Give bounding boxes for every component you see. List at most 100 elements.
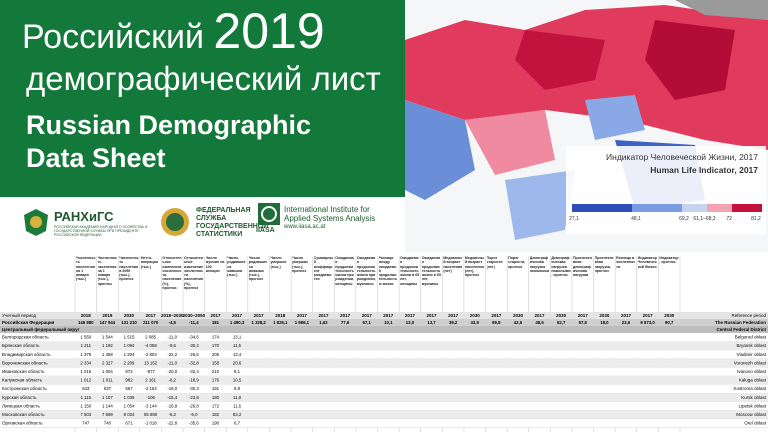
- year-cell: 2017: [383, 313, 394, 318]
- cell: -34,6: [189, 335, 199, 340]
- rosstat-line: СТАТИСТИКИ: [196, 231, 243, 238]
- row-bg: [0, 410, 768, 419]
- column-header-box: Суммарный коэффициент рождаемости: [314, 256, 333, 281]
- cell: 10,1: [384, 320, 393, 325]
- cell: 1 544: [102, 335, 113, 340]
- column-header: Ожидаемая продолжительность жизни в 65 л…: [400, 256, 420, 286]
- row-bg: [0, 341, 768, 351]
- cell: -11,0: [167, 335, 177, 340]
- cell: -11,0: [167, 360, 177, 365]
- legend-label: 72: [726, 216, 732, 222]
- cell: 1 379: [80, 352, 91, 357]
- column-header-box: Демографическая нагрузка пожилыми, прогн…: [551, 256, 570, 277]
- column-header-box: Ожидаемая продолжительность жизни в 65 л…: [400, 256, 420, 286]
- year-cell: 2030: [664, 313, 675, 318]
- column-header-box: Нетто-миграция (тыс.): [141, 256, 158, 269]
- cell: 637: [104, 386, 112, 391]
- year-cell: 2017: [643, 313, 654, 318]
- column-header: Число умерших (тыс.): [270, 256, 287, 269]
- column-header-box: Относительное изменение численности насе…: [184, 256, 204, 291]
- cell: 1 054: [124, 403, 135, 408]
- iiasa-icon: [258, 203, 280, 225]
- column-header-box: Ожидаемая продолжительность жизни в 65 л…: [422, 256, 441, 286]
- title-panel: Российский 2019 демографический лист Rus…: [0, 0, 405, 197]
- column-header: Численность населения на 1 января (тыс.): [76, 256, 96, 282]
- cell: 1 144: [102, 403, 113, 408]
- district-row-bg: [0, 326, 768, 333]
- cell: 872: [125, 369, 133, 374]
- year-cell: 2017: [297, 313, 308, 318]
- cell: 13,4: [233, 352, 242, 357]
- row-name-en: Lipetsk oblast: [738, 403, 766, 408]
- cell: -9,6: [169, 343, 177, 348]
- logo-band: РАНХиГС РОССИЙСКАЯ АКАДЕМИЯ НАРОДНОГО ХО…: [0, 197, 405, 252]
- cell: 1 550: [80, 335, 91, 340]
- cell: 1 515: [124, 335, 135, 340]
- period-label: Учетный период: [2, 312, 36, 318]
- cell: -22,8: [167, 421, 177, 426]
- legend-label: 61,1–68,3: [693, 216, 716, 222]
- cell: 158: [212, 360, 220, 365]
- column-header-box: Проспективная демографическая нагрузка: [573, 256, 592, 277]
- cell: 90,7: [665, 320, 674, 325]
- column-header: Число родившихся живыми (тыс.), прогноз: [248, 256, 268, 282]
- row-bg: [0, 419, 768, 428]
- year-cell: 2017: [405, 313, 416, 318]
- column-header: Численность населения в 2050 (тыс.), про…: [119, 256, 139, 282]
- column-header: Проспективная нагрузка, прогноз: [594, 256, 614, 273]
- row-bg: [0, 333, 768, 342]
- cell: -23,8: [189, 395, 199, 400]
- cell: -16,0: [167, 386, 177, 391]
- row-name: Липецкая область: [2, 403, 41, 408]
- cell: -20,0: [167, 369, 177, 374]
- cell: 9 873,0: [640, 320, 655, 325]
- year-cell: 2017: [427, 313, 438, 318]
- column-header: Медианный возраст населения (лет): [443, 256, 463, 273]
- row-name: Белгородская область: [2, 335, 49, 340]
- column-header-box: Медианный возраст населения (лет): [443, 256, 463, 273]
- cell: 9,1: [234, 369, 241, 374]
- cell: 8 024: [124, 412, 135, 417]
- district-name-en: Central Federal District: [716, 327, 766, 332]
- row-name: Ивановская область: [2, 369, 45, 374]
- cell: 23,6: [622, 320, 631, 325]
- column-header-box: Численность населения в 2050 (тыс.), про…: [119, 256, 139, 282]
- cell: 147 944: [100, 320, 116, 325]
- title-ru-2: демографический лист: [26, 60, 381, 97]
- year-cell: 2017: [621, 313, 632, 318]
- cell: 1 986,1: [295, 320, 310, 325]
- cell: -977: [146, 369, 155, 374]
- cell: 174: [212, 335, 220, 340]
- cell: 69,8: [492, 320, 501, 325]
- cell: 191: [212, 386, 220, 391]
- legend-subtitle: Human Life Indicator, 2017: [650, 165, 758, 175]
- year-cell: 2030: [556, 313, 567, 318]
- cell: 1 107: [102, 395, 113, 400]
- cell: 1,62: [319, 320, 328, 325]
- row-name-en: Kaluga oblast: [739, 378, 767, 383]
- year-cell: 2030: [513, 313, 524, 318]
- cell: 1 011: [102, 378, 113, 383]
- legend-title: Индикатор Человеческой Жизни, 2017: [606, 152, 758, 162]
- column-header-box: Индикатор Человеческой Жизни: [638, 256, 657, 269]
- rosstat-line: ФЕДЕРАЛЬНАЯ: [196, 207, 251, 214]
- column-header-box: Число мужчин на 100 женщин: [206, 256, 225, 273]
- cell: -106: [146, 395, 155, 400]
- cell: 82,7: [557, 320, 566, 325]
- cell: 2 327: [102, 360, 113, 365]
- cell: 671: [125, 421, 133, 426]
- column-header: Относительное изменение численности насе…: [184, 256, 204, 291]
- row-bg: [0, 350, 768, 359]
- year: 2019: [213, 3, 325, 59]
- row-name-en: Voronezh oblast: [734, 360, 767, 365]
- column-header: Число родившихся живыми (тыс.): [227, 256, 246, 278]
- column-header-box: Порог старости, прогноз: [508, 256, 525, 269]
- column-header-box: Число родившихся живыми (тыс.), прогноз: [248, 256, 268, 282]
- row-name-en: Moscow oblast: [736, 412, 767, 417]
- cell: 1 115: [81, 395, 92, 400]
- cell: 57,6: [579, 320, 588, 325]
- column-header-box: Ожидаемая продолжительность жизни при ро…: [335, 256, 354, 286]
- cell: 55 890: [144, 412, 158, 417]
- year-cell: 2030: [124, 313, 135, 318]
- cell: 146 880: [78, 320, 94, 325]
